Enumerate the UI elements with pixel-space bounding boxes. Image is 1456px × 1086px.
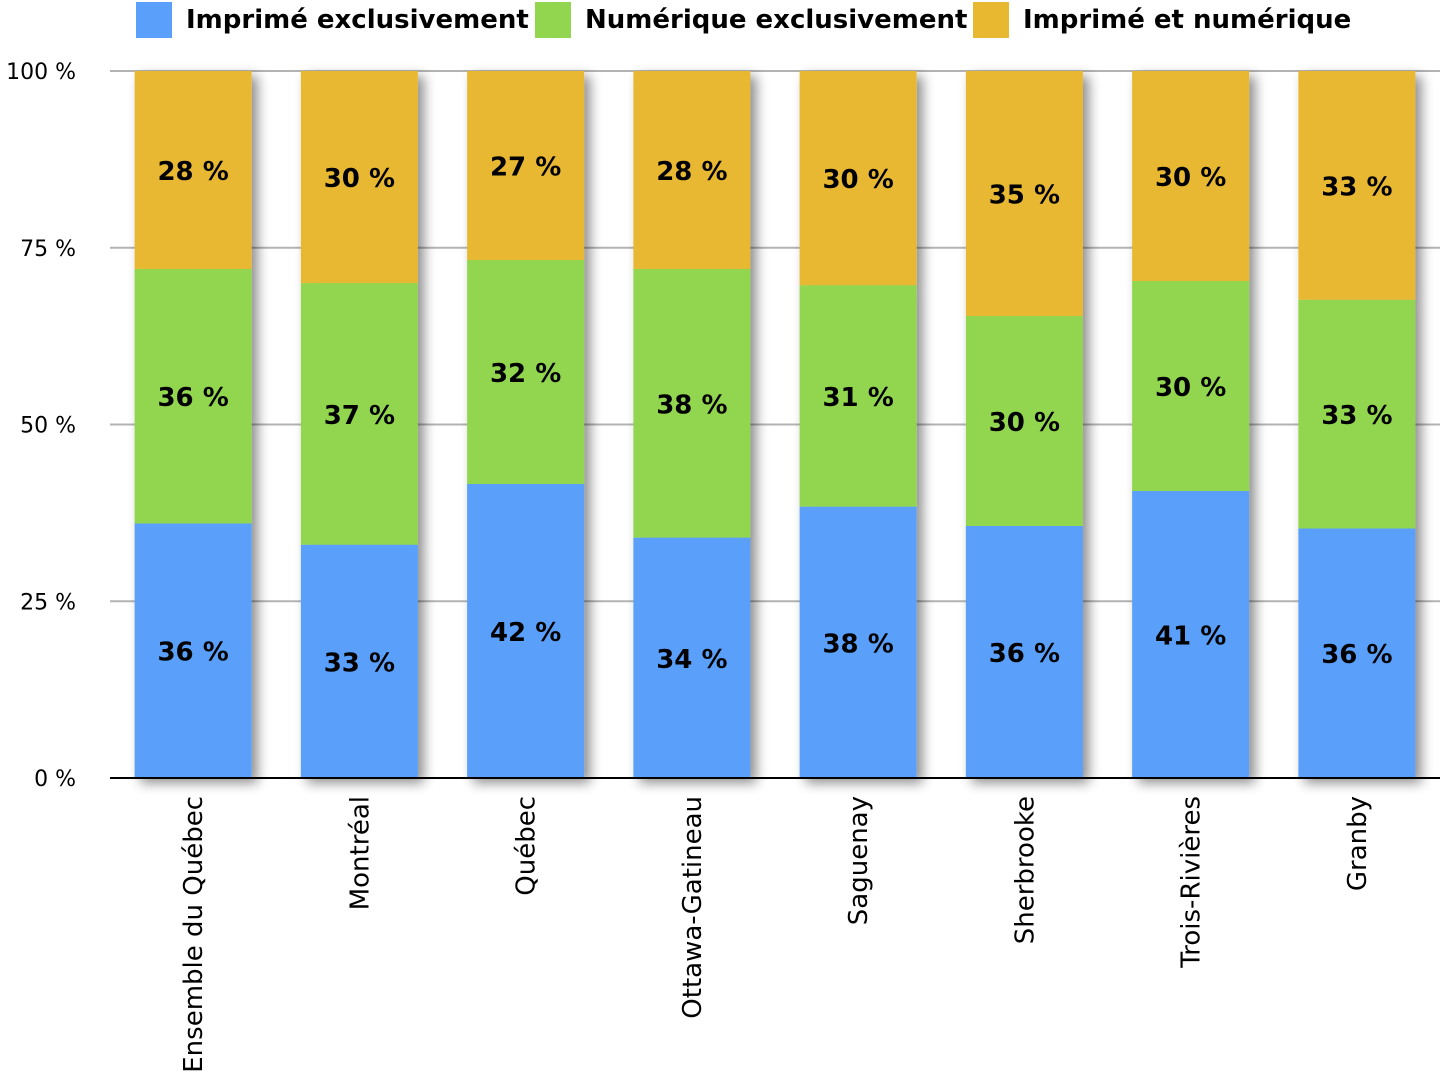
bar-segment-numerique-exclusivement-granby xyxy=(1298,299,1416,529)
data-labels: 36 % 36 % 28 % 33 % 37 % 30 % 42 % 32 % 27 % 34 %… xyxy=(157,153,1392,679)
data-label: 33 % xyxy=(1321,401,1392,431)
bar-segment-imprime-exclusivement-montreal xyxy=(300,544,418,778)
bar-segment-imprime-exclusivement-granby xyxy=(1298,528,1416,778)
bar-segment-imprime-et-numerique-granby xyxy=(1298,71,1416,300)
data-label: 30 % xyxy=(324,164,395,194)
legend-item-imprime-numerique: Imprimé et numérique xyxy=(973,2,1351,38)
data-label: 30 % xyxy=(1155,373,1226,403)
y-axis-ticks: 0 % 25 % 50 % 75 % 100 % xyxy=(6,60,76,792)
bar-segment-numerique-exclusivement-trois-rivieres xyxy=(1132,281,1250,491)
data-label: 30 % xyxy=(822,165,893,195)
data-label: 33 % xyxy=(1321,172,1392,202)
bar-segment-imprime-exclusivement-ensemble-du-quebec xyxy=(134,523,252,778)
bars xyxy=(134,71,1416,778)
bar-segment-imprime-et-numerique-montreal xyxy=(300,71,418,284)
data-label: 30 % xyxy=(1155,163,1226,193)
legend-label-imprime: Imprimé exclusivement xyxy=(186,5,529,35)
data-label: 31 % xyxy=(822,383,893,413)
data-label: 41 % xyxy=(1155,622,1226,652)
bar-segment-imprime-et-numerique-ensemble-du-quebec xyxy=(134,71,252,269)
x-tick-label: Montréal xyxy=(345,796,375,910)
y-tick-label: 25 % xyxy=(20,590,76,615)
bar-group-saguenay xyxy=(799,71,917,778)
bar-segment-imprime-exclusivement-ottawa-gatineau xyxy=(633,537,751,778)
x-tick-label: Sherbrooke xyxy=(1010,796,1040,944)
bar-segment-imprime-et-numerique-saguenay xyxy=(799,71,917,286)
data-label: 30 % xyxy=(989,408,1060,438)
y-tick-label: 50 % xyxy=(20,414,76,439)
data-label: 28 % xyxy=(656,157,727,187)
x-tick-label: Saguenay xyxy=(844,796,874,925)
bar-group-sherbrooke xyxy=(965,71,1083,778)
x-axis-ticks: Ensemble du Québec Montréal Québec Ottawa-G… xyxy=(179,796,1373,1073)
bar-segment-imprime-et-numerique-ottawa-gatineau xyxy=(633,71,751,269)
bar-segment-numerique-exclusivement-saguenay xyxy=(799,285,917,507)
x-tick-label: Ottawa-Gatineau xyxy=(678,796,708,1019)
x-tick-label: Trois-Rivières xyxy=(1177,796,1207,969)
bar-segment-numerique-exclusivement-montreal xyxy=(300,283,418,545)
data-label: 27 % xyxy=(490,153,561,183)
x-tick-label: Granby xyxy=(1343,796,1373,891)
data-label: 42 % xyxy=(490,618,561,648)
x-tick-label: Ensemble du Québec xyxy=(179,796,209,1073)
data-label: 37 % xyxy=(324,401,395,431)
bar-segment-imprime-exclusivement-sherbrooke xyxy=(965,526,1083,778)
bar-segment-numerique-exclusivement-sherbrooke xyxy=(965,316,1083,526)
bar-segment-numerique-exclusivement-ensemble-du-quebec xyxy=(134,268,252,524)
data-label: 36 % xyxy=(157,383,228,413)
y-tick-label: 100 % xyxy=(6,60,76,85)
bar-segment-imprime-et-numerique-trois-rivieres xyxy=(1132,71,1250,281)
data-label: 28 % xyxy=(157,157,228,187)
legend-swatch-imprime xyxy=(136,2,172,38)
data-label: 36 % xyxy=(1321,640,1392,670)
data-label: 32 % xyxy=(490,359,561,389)
data-label: 38 % xyxy=(822,629,893,659)
bar-segment-numerique-exclusivement-ottawa-gatineau xyxy=(633,268,751,538)
bar-group-granby xyxy=(1298,71,1416,778)
y-tick-label: 0 % xyxy=(34,767,76,792)
data-label: 36 % xyxy=(989,639,1060,669)
bar-segment-imprime-exclusivement-trois-rivieres xyxy=(1132,491,1250,778)
legend-swatch-numerique xyxy=(535,2,571,38)
bar-segment-numerique-exclusivement-quebec xyxy=(467,260,585,484)
chart-legend: Imprimé exclusivement Numérique exclusiv… xyxy=(0,0,1456,44)
x-tick-label: Québec xyxy=(512,796,542,896)
legend-label-imprime-numerique: Imprimé et numérique xyxy=(1023,5,1352,35)
bar-group-trois-rivieres xyxy=(1132,71,1250,778)
data-label: 33 % xyxy=(324,648,395,678)
legend-label-numerique: Numérique exclusivement xyxy=(585,5,968,35)
data-label: 36 % xyxy=(157,638,228,668)
bar-group-quebec xyxy=(467,71,585,778)
data-label: 38 % xyxy=(656,390,727,420)
bar-group-ensemble-du-quebec xyxy=(134,71,252,778)
data-label: 34 % xyxy=(656,645,727,675)
bar-segment-imprime-exclusivement-quebec xyxy=(467,484,585,778)
bar-segment-imprime-et-numerique-sherbrooke xyxy=(965,71,1083,316)
bar-segment-imprime-et-numerique-quebec xyxy=(467,71,585,260)
bar-group-montreal xyxy=(300,71,418,778)
legend-item-imprime: Imprimé exclusivement xyxy=(136,2,529,38)
bar-segment-imprime-exclusivement-saguenay xyxy=(799,506,917,778)
y-tick-label: 75 % xyxy=(20,237,76,262)
bar-group-ottawa-gatineau xyxy=(633,71,751,778)
legend-item-numerique: Numérique exclusivement xyxy=(535,2,967,38)
data-label: 35 % xyxy=(989,181,1060,211)
legend-swatch-imprime-numerique xyxy=(973,2,1009,38)
